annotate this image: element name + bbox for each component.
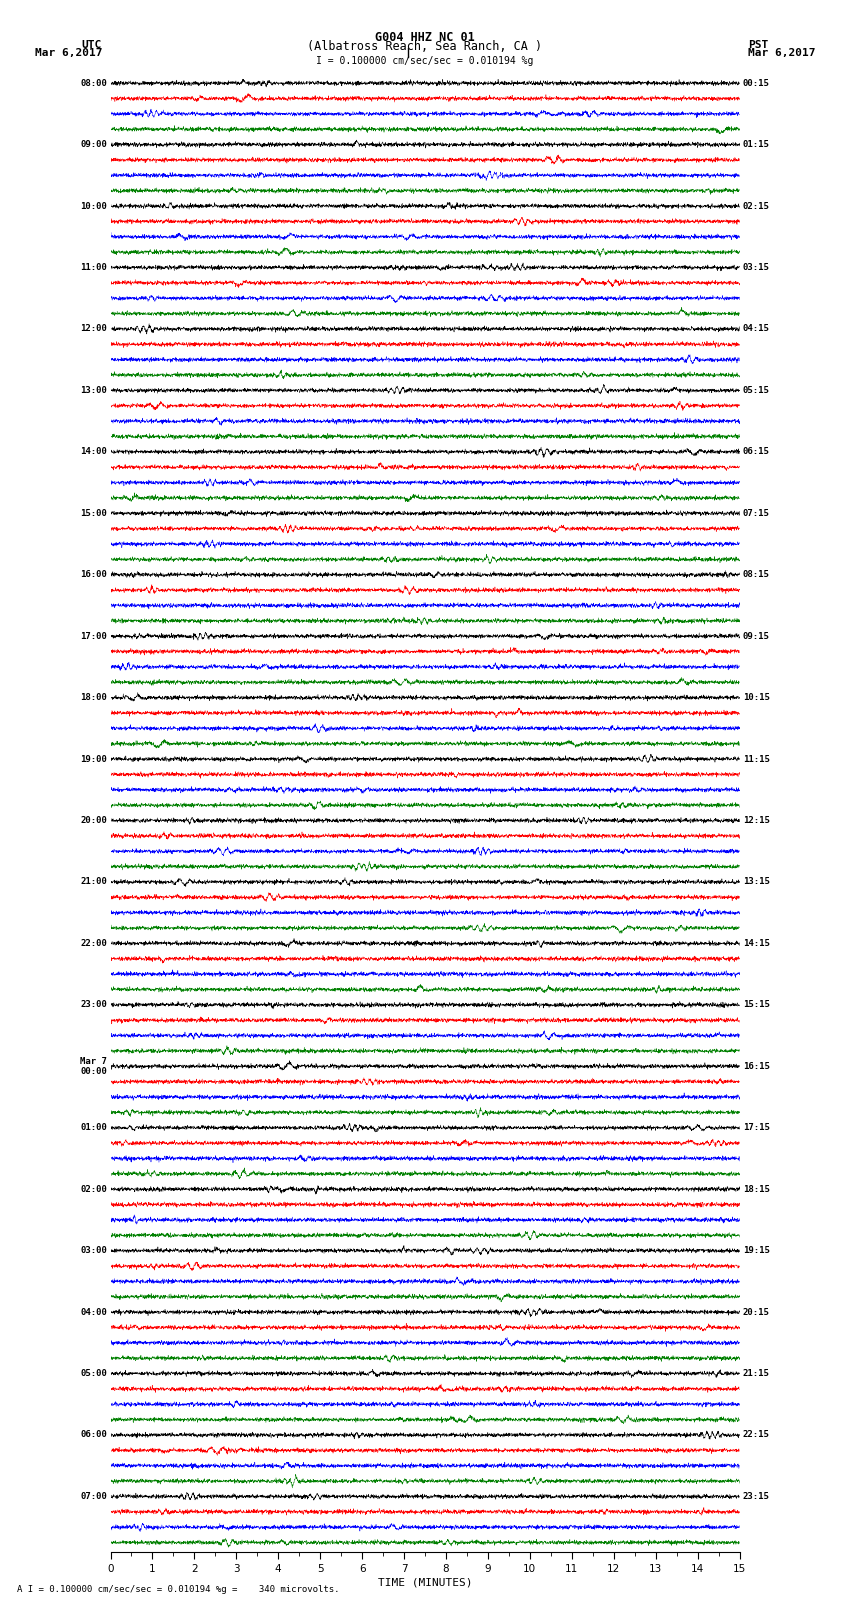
Text: 17:00: 17:00 bbox=[80, 632, 107, 640]
Text: 18:00: 18:00 bbox=[80, 694, 107, 702]
Text: A I = 0.100000 cm/sec/sec = 0.010194 %g =    340 microvolts.: A I = 0.100000 cm/sec/sec = 0.010194 %g … bbox=[17, 1584, 339, 1594]
Text: 03:00: 03:00 bbox=[80, 1247, 107, 1255]
Text: 06:00: 06:00 bbox=[80, 1431, 107, 1439]
Text: 08:15: 08:15 bbox=[743, 569, 770, 579]
Text: 01:15: 01:15 bbox=[743, 140, 770, 148]
Text: 11:15: 11:15 bbox=[743, 755, 770, 763]
Text: 01:00: 01:00 bbox=[80, 1123, 107, 1132]
Text: 15:15: 15:15 bbox=[743, 1000, 770, 1010]
Text: 10:00: 10:00 bbox=[80, 202, 107, 211]
Text: 15:00: 15:00 bbox=[80, 508, 107, 518]
Text: 23:15: 23:15 bbox=[743, 1492, 770, 1502]
Text: 12:00: 12:00 bbox=[80, 324, 107, 334]
Text: 08:00: 08:00 bbox=[80, 79, 107, 87]
Text: 09:15: 09:15 bbox=[743, 632, 770, 640]
Text: (Albatross Reach, Sea Ranch, CA ): (Albatross Reach, Sea Ranch, CA ) bbox=[308, 39, 542, 53]
Text: 22:00: 22:00 bbox=[80, 939, 107, 948]
Text: 19:00: 19:00 bbox=[80, 755, 107, 763]
Text: 16:00: 16:00 bbox=[80, 569, 107, 579]
Text: 02:00: 02:00 bbox=[80, 1184, 107, 1194]
Text: 23:00: 23:00 bbox=[80, 1000, 107, 1010]
Text: 21:15: 21:15 bbox=[743, 1369, 770, 1378]
Text: 10:15: 10:15 bbox=[743, 694, 770, 702]
Text: 17:15: 17:15 bbox=[743, 1123, 770, 1132]
Text: I = 0.100000 cm/sec/sec = 0.010194 %g: I = 0.100000 cm/sec/sec = 0.010194 %g bbox=[316, 56, 534, 66]
Text: PST: PST bbox=[748, 39, 768, 50]
Text: 13:00: 13:00 bbox=[80, 386, 107, 395]
Text: Mar 6,2017: Mar 6,2017 bbox=[35, 48, 102, 58]
Text: 03:15: 03:15 bbox=[743, 263, 770, 273]
Text: 14:00: 14:00 bbox=[80, 447, 107, 456]
Text: 12:15: 12:15 bbox=[743, 816, 770, 824]
Text: 14:15: 14:15 bbox=[743, 939, 770, 948]
Text: 09:00: 09:00 bbox=[80, 140, 107, 148]
Text: Mar 6,2017: Mar 6,2017 bbox=[748, 48, 815, 58]
Text: 04:15: 04:15 bbox=[743, 324, 770, 334]
Text: 07:00: 07:00 bbox=[80, 1492, 107, 1502]
Text: 05:15: 05:15 bbox=[743, 386, 770, 395]
Text: 04:00: 04:00 bbox=[80, 1308, 107, 1316]
Text: 16:15: 16:15 bbox=[743, 1061, 770, 1071]
Text: 21:00: 21:00 bbox=[80, 877, 107, 887]
Text: Mar 7
00:00: Mar 7 00:00 bbox=[80, 1057, 107, 1076]
Text: UTC: UTC bbox=[82, 39, 102, 50]
Text: 02:15: 02:15 bbox=[743, 202, 770, 211]
Text: 07:15: 07:15 bbox=[743, 508, 770, 518]
Text: 20:00: 20:00 bbox=[80, 816, 107, 824]
Text: G004 HHZ NC 01: G004 HHZ NC 01 bbox=[375, 31, 475, 45]
Text: 18:15: 18:15 bbox=[743, 1184, 770, 1194]
Text: 19:15: 19:15 bbox=[743, 1247, 770, 1255]
Text: 06:15: 06:15 bbox=[743, 447, 770, 456]
Text: 05:00: 05:00 bbox=[80, 1369, 107, 1378]
Text: 22:15: 22:15 bbox=[743, 1431, 770, 1439]
Text: 00:15: 00:15 bbox=[743, 79, 770, 87]
X-axis label: TIME (MINUTES): TIME (MINUTES) bbox=[377, 1578, 473, 1587]
Text: 20:15: 20:15 bbox=[743, 1308, 770, 1316]
Text: 13:15: 13:15 bbox=[743, 877, 770, 887]
Text: 11:00: 11:00 bbox=[80, 263, 107, 273]
